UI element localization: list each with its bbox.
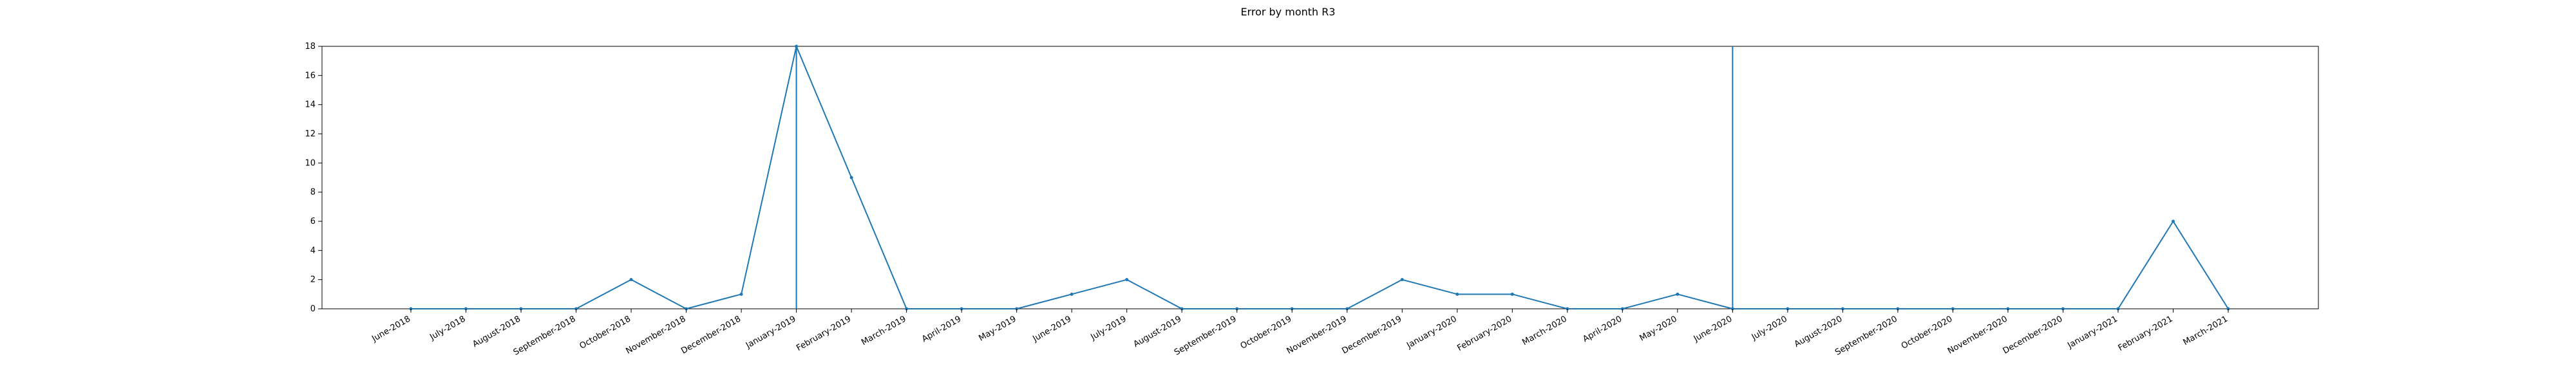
y-tick-label: 8	[310, 188, 316, 198]
data-point	[1400, 278, 1404, 282]
x-tick-label: June-2019	[1031, 314, 1074, 344]
data-point	[1125, 278, 1129, 282]
x-tick-label: October-2019	[1239, 314, 1294, 351]
x-tick-label: May-2019	[977, 314, 1018, 343]
data-point	[629, 278, 633, 282]
x-tick-label: February-2020	[1455, 314, 1513, 353]
x-tick-label: February-2019	[795, 314, 853, 353]
data-point	[1676, 292, 1680, 296]
data-point	[739, 292, 743, 296]
y-tick-label: 10	[305, 158, 316, 168]
x-tick-label: April-2019	[920, 314, 963, 344]
x-tick-label: October-2020	[1900, 314, 1955, 351]
x-tick-label: December-2019	[1340, 314, 1403, 356]
x-tick-label: April-2020	[1581, 314, 1624, 344]
y-tick-label: 4	[310, 246, 316, 255]
x-tick-label: March-2020	[1520, 314, 1569, 347]
x-tick-label: June-2018	[370, 314, 412, 344]
x-tick-label: January-2019	[744, 314, 798, 351]
x-tick-label: December-2020	[2002, 314, 2065, 356]
plot-frame	[321, 46, 2319, 309]
data-point	[795, 44, 799, 48]
data-point	[1455, 292, 1459, 296]
x-tick-label: July-2020	[1750, 314, 1789, 342]
y-tick-label: 16	[305, 71, 316, 80]
x-tick-label: November-2020	[1946, 314, 2009, 356]
y-tick-label: 14	[305, 100, 316, 110]
x-tick-label: September-2018	[512, 314, 578, 357]
x-tick-label: March-2019	[860, 314, 908, 347]
x-tick-label: July-2018	[428, 314, 467, 342]
x-tick-label: February-2021	[2117, 314, 2175, 353]
series-line	[411, 46, 2229, 309]
x-tick-label: May-2020	[1638, 314, 1679, 343]
x-tick-label: September-2020	[1833, 314, 1899, 357]
x-tick-label: August-2020	[1793, 314, 1844, 349]
data-point	[1510, 292, 1514, 296]
axes	[321, 46, 2319, 309]
x-tick-label: January-2021	[2065, 314, 2119, 351]
y-tick-label: 6	[310, 217, 316, 226]
x-tick-label: August-2018	[471, 314, 522, 349]
data-point	[2171, 219, 2175, 223]
x-tick-label: November-2018	[625, 314, 688, 356]
chart-title: Error by month R3	[1240, 6, 1335, 18]
x-tick-label: July-2019	[1089, 314, 1128, 342]
data-point	[849, 176, 853, 179]
vertical-markers	[795, 46, 1734, 309]
y-tick-label: 18	[305, 42, 316, 51]
data-point	[1070, 292, 1074, 296]
x-tick-label: January-2020	[1405, 314, 1459, 351]
x-tick-label: June-2020	[1692, 314, 1734, 344]
x-tick-label: October-2018	[578, 314, 633, 351]
series-layer	[409, 44, 2230, 311]
x-tick-label: December-2018	[679, 314, 743, 356]
x-tick-label: March-2021	[2181, 314, 2230, 347]
y-tick-label: 0	[310, 304, 316, 314]
x-tick-label: September-2019	[1173, 314, 1238, 357]
x-tick-label: August-2019	[1132, 314, 1184, 349]
y-tick-label: 12	[305, 129, 316, 139]
x-tick-label: November-2019	[1285, 314, 1349, 356]
y-tick-label: 2	[310, 275, 316, 285]
